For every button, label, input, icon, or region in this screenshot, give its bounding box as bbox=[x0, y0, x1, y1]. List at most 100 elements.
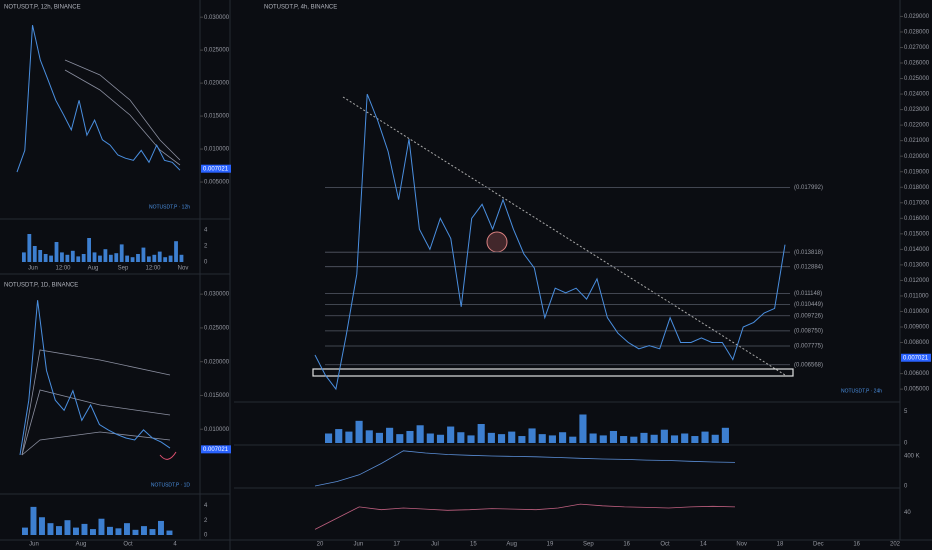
last-price-label: 0.007021 bbox=[903, 355, 929, 361]
y-tick-label: 0.008000 bbox=[904, 340, 930, 346]
volume-bar bbox=[569, 436, 577, 443]
volume-bar bbox=[467, 435, 475, 443]
fib-label: (0.017992) bbox=[794, 185, 823, 191]
volume-tick-label: 0 bbox=[204, 260, 208, 266]
y-tick-label: 0.027000 bbox=[904, 45, 930, 51]
y-tick-label: 0.025000 bbox=[204, 48, 230, 54]
volume-bar bbox=[548, 435, 556, 443]
volume-bar bbox=[640, 432, 648, 443]
y-tick-label: 0.020000 bbox=[204, 81, 230, 87]
volume-bar bbox=[179, 254, 184, 262]
volume-bar bbox=[60, 252, 64, 262]
y-tick-label: 0.014000 bbox=[904, 247, 930, 253]
support-zone bbox=[312, 368, 794, 377]
x-tick-label: Aug bbox=[506, 542, 517, 548]
x-tick-label: 17 bbox=[393, 542, 400, 548]
x-tick-label: Nov bbox=[178, 266, 189, 272]
volume-bar bbox=[166, 530, 173, 535]
volume-tick-label: 5 bbox=[904, 409, 908, 415]
volume-bar bbox=[108, 254, 113, 262]
volume-bar bbox=[691, 436, 699, 443]
y-tick-label: 0.025000 bbox=[204, 326, 230, 332]
volume-bar bbox=[559, 432, 567, 443]
volume-bar bbox=[141, 247, 146, 262]
volume-bar bbox=[599, 435, 607, 443]
y-tick-label: 0.016000 bbox=[904, 216, 930, 222]
y-tick-label: 0.010000 bbox=[904, 309, 930, 315]
x-tick-label: 16 bbox=[623, 542, 630, 548]
volume-bar bbox=[22, 252, 26, 262]
x-tick-label: 12:00 bbox=[145, 266, 161, 272]
x-tick-label: 4 bbox=[173, 542, 177, 548]
volume-bar bbox=[149, 529, 156, 535]
y-tick-label: 0.010000 bbox=[204, 147, 230, 153]
y-tick-label: 0.011000 bbox=[904, 294, 929, 300]
series-label: NOTUSDT.P · 12h bbox=[149, 204, 190, 210]
y-tick-label: 0.010000 bbox=[204, 427, 230, 433]
left-bands bbox=[21, 59, 181, 456]
chart-title: NOTUSDT.P, 4h, BINANCE bbox=[264, 5, 337, 11]
y-tick-label: 0.023000 bbox=[904, 107, 930, 113]
volume-bar bbox=[416, 425, 424, 443]
chart-title: NOTUSDT.P, 12h, BINANCE bbox=[4, 5, 81, 11]
x-tick-label: Sep bbox=[118, 266, 129, 272]
volume-bar bbox=[487, 432, 495, 443]
volume-bar bbox=[436, 434, 445, 443]
volume-bar bbox=[73, 527, 79, 535]
y-tick-label: 0.005000 bbox=[204, 180, 230, 186]
volume-bar bbox=[152, 254, 157, 262]
indicator-line bbox=[314, 503, 736, 530]
volume-bar bbox=[38, 250, 43, 262]
last-price-label: 0.007021 bbox=[203, 447, 229, 453]
volume-bar bbox=[518, 436, 526, 443]
x-tick-label: Jun bbox=[28, 266, 38, 272]
x-tick-label: 20 bbox=[317, 542, 324, 548]
open_interest-tick-label: 0 bbox=[904, 484, 908, 490]
fib-label: (0.011148) bbox=[794, 291, 822, 297]
volume-bar bbox=[406, 430, 414, 443]
last-price-tag bbox=[901, 353, 931, 362]
volume-bar bbox=[589, 433, 597, 443]
volume-bar bbox=[43, 254, 48, 262]
volume-tick-label: 0 bbox=[904, 441, 908, 447]
y-tick-label: 0.029000 bbox=[904, 14, 930, 20]
volume-bar bbox=[103, 249, 108, 262]
y-tick-label: 0.026000 bbox=[904, 61, 930, 67]
y-tick-label: 0.028000 bbox=[904, 30, 930, 36]
volume-bar bbox=[76, 256, 81, 262]
volume-bar bbox=[49, 255, 53, 262]
volume-bar bbox=[92, 252, 97, 262]
y-tick-label: 0.030000 bbox=[204, 15, 230, 21]
volume-tick-label: 2 bbox=[204, 518, 208, 524]
volume-bar bbox=[528, 428, 536, 443]
fib-label: (0.009726) bbox=[794, 313, 823, 319]
volume-tick-label: 2 bbox=[204, 244, 208, 250]
x-tick-label: Jul bbox=[431, 542, 439, 548]
volume-bar bbox=[81, 523, 88, 535]
x-tick-label: Jun bbox=[353, 542, 363, 548]
x-tick-label: 12:00 bbox=[55, 266, 71, 272]
volume-bar bbox=[721, 427, 729, 443]
y-tick-label: 0.006000 bbox=[904, 371, 930, 377]
fib-label: (0.010449) bbox=[794, 302, 823, 308]
indicator-tick-label: 40 bbox=[904, 510, 911, 516]
volume-bar bbox=[168, 255, 173, 262]
fib-label: (0.008750) bbox=[794, 328, 823, 334]
trendline bbox=[342, 96, 786, 376]
y-tick-label: 0.015000 bbox=[204, 393, 230, 399]
volume-bar bbox=[163, 257, 168, 262]
volume-bar bbox=[477, 424, 485, 443]
volume-bar bbox=[396, 434, 404, 443]
x-tick-label: 14 bbox=[700, 542, 707, 548]
last-price-label: 0.007021 bbox=[203, 166, 229, 172]
y-tick-label: 0.015000 bbox=[204, 114, 230, 120]
volume-bar bbox=[141, 526, 147, 535]
x-tick-label: Oct bbox=[660, 542, 670, 548]
volume-tick-label: 4 bbox=[204, 503, 208, 509]
volume-bar bbox=[660, 429, 668, 443]
volume-bar bbox=[47, 523, 54, 535]
fib-label: (0.013818) bbox=[794, 250, 823, 256]
volume-bar bbox=[130, 257, 135, 262]
